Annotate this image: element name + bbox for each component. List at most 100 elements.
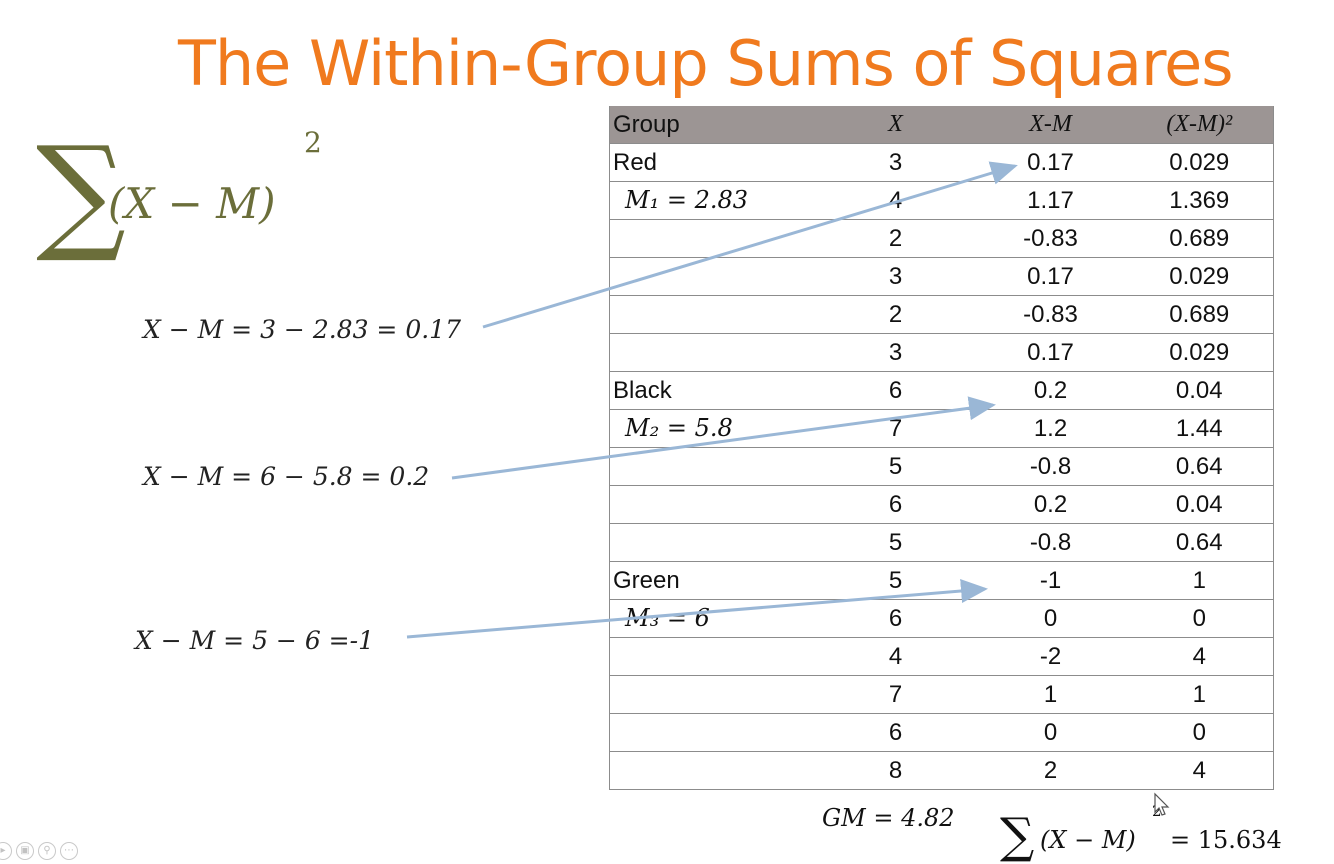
- cell-group: [609, 523, 816, 562]
- slide-title: The Within-Group Sums of Squares: [178, 27, 1234, 100]
- save-icon[interactable]: ▣: [16, 842, 34, 860]
- more-icon[interactable]: ⋯: [60, 842, 78, 860]
- cursor-icon: [1154, 792, 1170, 816]
- calc-green: X − M = 5 − 6 =-1: [135, 626, 374, 655]
- cell-x-minus-m: -0.83: [975, 295, 1126, 334]
- cell-squared: 0.029: [1125, 143, 1274, 182]
- cell-squared: 0: [1125, 713, 1274, 752]
- cell-x: 6: [815, 713, 976, 752]
- cell-group: M₁ = 2.83: [609, 181, 816, 220]
- deviation-table: Group X X-M (X-M)² Red 3 0.17 0.029 M₁ = 2.8…: [609, 106, 1274, 790]
- cell-x: 2: [815, 295, 976, 334]
- cell-group: [609, 333, 816, 372]
- header-squared: (X-M)²: [1125, 106, 1274, 144]
- formula-exponent: 2: [304, 126, 322, 159]
- cell-squared: 1: [1125, 561, 1274, 600]
- cell-group: M₃ = 6: [609, 599, 816, 638]
- table-row: 5 -0.8 0.64: [609, 447, 1274, 486]
- table-row: 3 0.17 0.029: [609, 257, 1274, 296]
- cell-x-minus-m: -0.83: [975, 219, 1126, 258]
- cell-group: Red: [609, 143, 816, 182]
- summation-symbol: ∑: [36, 119, 126, 266]
- total-value: = 15.634: [1170, 826, 1282, 854]
- cell-group: [609, 751, 816, 790]
- cell-x: 3: [815, 143, 976, 182]
- table-header-row: Group X X-M (X-M)²: [609, 106, 1274, 144]
- header-x-minus-m: X-M: [975, 106, 1126, 144]
- cell-group: [609, 295, 816, 334]
- header-x: X: [815, 106, 976, 144]
- cell-x: 6: [815, 371, 976, 410]
- table-row: 5 -0.8 0.64: [609, 523, 1274, 562]
- cell-x: 2: [815, 219, 976, 258]
- total-summation-symbol: ∑: [1000, 808, 1035, 864]
- cell-squared: 0.029: [1125, 257, 1274, 296]
- cell-x-minus-m: -0.8: [975, 523, 1126, 562]
- cell-group: [609, 675, 816, 714]
- cell-group: [609, 219, 816, 258]
- table-row: 3 0.17 0.029: [609, 333, 1274, 372]
- cell-squared: 0.029: [1125, 333, 1274, 372]
- cell-x: 6: [815, 599, 976, 638]
- cell-squared: 0.689: [1125, 219, 1274, 258]
- cell-x-minus-m: 1: [975, 675, 1126, 714]
- cell-squared: 4: [1125, 751, 1274, 790]
- cell-squared: 0.04: [1125, 485, 1274, 524]
- cell-x: 5: [815, 447, 976, 486]
- cell-x: 4: [815, 637, 976, 676]
- cell-x-minus-m: 0.17: [975, 333, 1126, 372]
- cell-squared: 0: [1125, 599, 1274, 638]
- cell-x-minus-m: 0: [975, 599, 1126, 638]
- calc-red: X − M = 3 − 2.83 = 0.17: [143, 315, 461, 344]
- table-row: M₂ = 5.8 7 1.2 1.44: [609, 409, 1274, 448]
- cell-x-minus-m: -2: [975, 637, 1126, 676]
- formula-expression: (X − M): [108, 179, 276, 228]
- zoom-icon[interactable]: ⚲: [38, 842, 56, 860]
- table-row: 6 0.2 0.04: [609, 485, 1274, 524]
- play-icon[interactable]: ▸: [0, 842, 12, 860]
- cell-x-minus-m: 1.2: [975, 409, 1126, 448]
- table-row: 2 -0.83 0.689: [609, 295, 1274, 334]
- table-row: 2 -0.83 0.689: [609, 219, 1274, 258]
- cell-squared: 1: [1125, 675, 1274, 714]
- grand-mean: GM = 4.82: [822, 804, 955, 832]
- cell-x-minus-m: 1.17: [975, 181, 1126, 220]
- cell-x-minus-m: -0.8: [975, 447, 1126, 486]
- group-mean: M₁ = 2.83: [625, 186, 748, 214]
- group-mean: M₂ = 5.8: [625, 414, 733, 442]
- cell-x-minus-m: 0.2: [975, 485, 1126, 524]
- cell-squared: 0.689: [1125, 295, 1274, 334]
- cell-group: [609, 485, 816, 524]
- cell-x: 5: [815, 561, 976, 600]
- cell-group: [609, 257, 816, 296]
- group-mean: M₃ = 6: [625, 604, 710, 632]
- cell-x: 3: [815, 333, 976, 372]
- cell-x-minus-m: 0: [975, 713, 1126, 752]
- cell-group: Black: [609, 371, 816, 410]
- cell-group: [609, 447, 816, 486]
- header-group: Group: [609, 106, 816, 144]
- table-row: M₁ = 2.83 4 1.17 1.369: [609, 181, 1274, 220]
- table-row: Green 5 -1 1: [609, 561, 1274, 600]
- cell-group: [609, 637, 816, 676]
- cell-x: 3: [815, 257, 976, 296]
- cell-group: [609, 713, 816, 752]
- cell-x: 7: [815, 409, 976, 448]
- table-row: Black 6 0.2 0.04: [609, 371, 1274, 410]
- cell-x-minus-m: -1: [975, 561, 1126, 600]
- table-row: 4 -2 4: [609, 637, 1274, 676]
- cell-x-minus-m: 2: [975, 751, 1126, 790]
- calc-black: X − M = 6 − 5.8 = 0.2: [143, 462, 430, 491]
- cell-squared: 1.369: [1125, 181, 1274, 220]
- cell-x: 4: [815, 181, 976, 220]
- cell-squared: 1.44: [1125, 409, 1274, 448]
- cell-x: 6: [815, 485, 976, 524]
- cell-x: 7: [815, 675, 976, 714]
- cell-x: 5: [815, 523, 976, 562]
- table-row: Red 3 0.17 0.029: [609, 143, 1274, 182]
- cell-squared: 4: [1125, 637, 1274, 676]
- cell-x-minus-m: 0.17: [975, 257, 1126, 296]
